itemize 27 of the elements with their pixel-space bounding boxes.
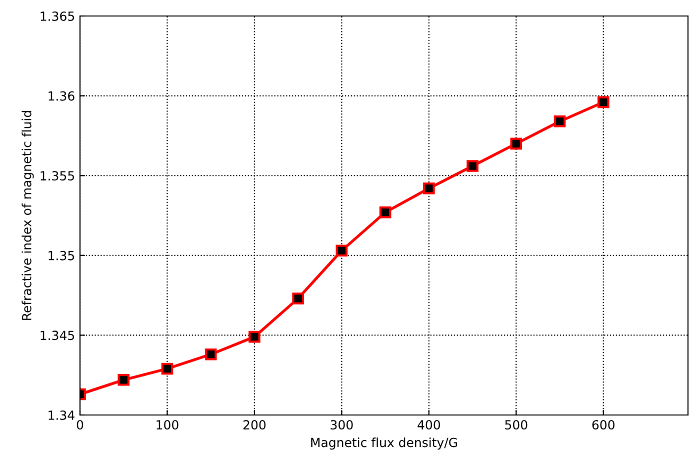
x-axis-title: Magnetic flux density/G xyxy=(311,438,458,450)
x-tick-label: 0 xyxy=(76,420,84,430)
point xyxy=(336,244,348,257)
point xyxy=(118,374,130,386)
point xyxy=(597,96,610,108)
point xyxy=(161,362,174,375)
y-tick-label: 1.36 xyxy=(48,91,74,101)
y-tick-label: 1.345 xyxy=(40,330,74,340)
y-axis-title: Refractive index of magnetic fluid xyxy=(22,110,34,320)
point xyxy=(466,160,478,172)
y-tick-label: 1.35 xyxy=(48,250,74,260)
point xyxy=(554,115,566,128)
x-tick-label: 400 xyxy=(418,420,440,430)
y-tick-label: 1.34 xyxy=(48,410,74,420)
y-tick-label: 1.355 xyxy=(40,171,74,181)
point xyxy=(379,206,392,218)
x-tick-label: 100 xyxy=(156,420,178,430)
point xyxy=(423,182,435,194)
point xyxy=(292,292,304,304)
x-tick-label: 600 xyxy=(592,420,614,430)
point xyxy=(248,330,260,343)
x-tick-label: 500 xyxy=(505,420,528,430)
y-tick-label: 1.365 xyxy=(40,11,74,21)
point xyxy=(204,348,217,360)
point xyxy=(510,138,522,150)
x-tick-label: 200 xyxy=(243,420,266,430)
x-tick-label: 300 xyxy=(330,420,353,430)
